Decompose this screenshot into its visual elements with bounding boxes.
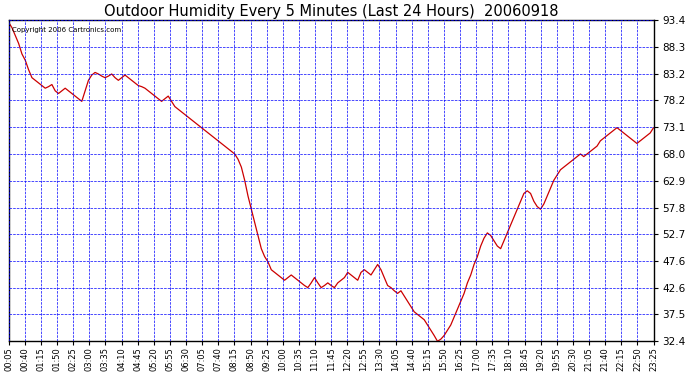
Title: Outdoor Humidity Every 5 Minutes (Last 24 Hours)  20060918: Outdoor Humidity Every 5 Minutes (Last 2… bbox=[104, 4, 558, 19]
Text: Copyright 2006 Cartronics.com: Copyright 2006 Cartronics.com bbox=[12, 27, 121, 33]
